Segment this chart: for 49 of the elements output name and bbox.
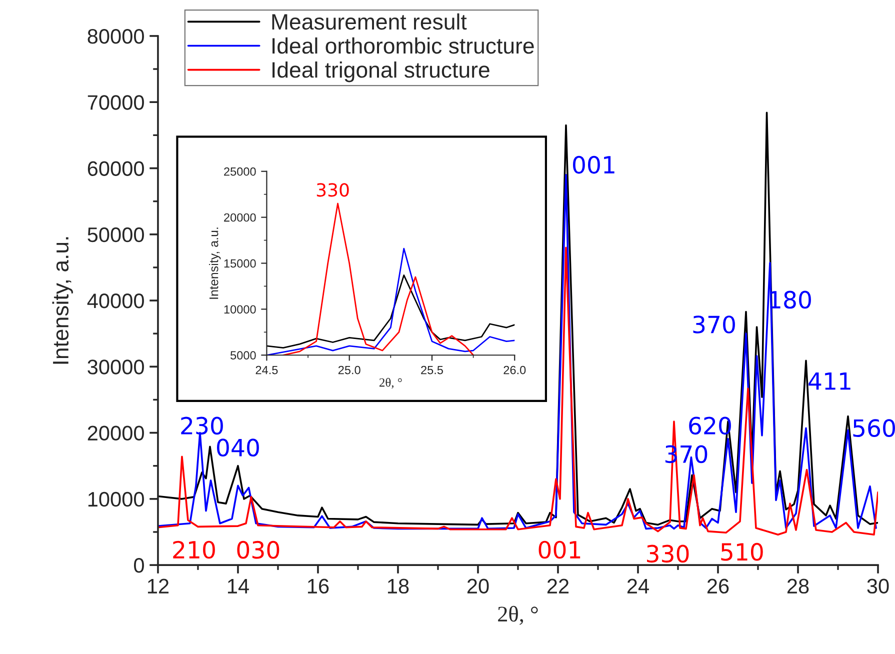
y-tick-label: 0: [134, 558, 144, 573]
annotation: 370: [693, 316, 735, 334]
x-tick-label: 18: [388, 578, 409, 594]
annotation: 001: [538, 540, 580, 559]
y-tick-label: 25000: [224, 167, 256, 176]
y-tick-label: 20000: [224, 213, 256, 222]
y-tick-label: 80000: [88, 28, 144, 44]
x-tick-label: 25.0: [338, 366, 360, 374]
annotation: 330: [316, 183, 349, 197]
x-tick-label: 26.0: [504, 366, 526, 374]
y-axis-title: Intensity, a.u.: [52, 237, 73, 364]
y-tick-label: 15000: [224, 259, 256, 268]
x-tick-label: 12: [148, 578, 169, 594]
line-series: [266, 274, 515, 348]
y-tick-label: 50000: [88, 227, 144, 242]
line-series: [282, 202, 474, 356]
annotation: 560: [853, 419, 895, 437]
annotation: 330: [647, 544, 689, 563]
x-tick-label: 24: [627, 578, 649, 594]
annotation: 040: [216, 438, 259, 457]
legend-label: Ideal orthorombic structure: [272, 37, 534, 54]
legend-label: Measurement result: [272, 13, 467, 30]
x-axis-title: 2θ, °: [379, 378, 402, 389]
y-tick-label: 70000: [88, 95, 144, 110]
y-tick-label: 10000: [88, 492, 144, 507]
y-tick-label: 5000: [230, 351, 256, 360]
x-tick-label: 24.5: [256, 366, 278, 374]
y-tick-label: 20000: [88, 426, 144, 441]
x-tick-label: 14: [228, 579, 249, 594]
annotation: 030: [237, 540, 280, 559]
annotation: 001: [573, 156, 614, 174]
y-tick-label: 30000: [88, 360, 144, 374]
x-tick-label: 28: [787, 578, 809, 594]
x-tick-label: 22: [547, 578, 569, 594]
x-tick-label: 25.5: [421, 366, 443, 374]
x-tick-label: 26: [707, 578, 729, 594]
annotation: 411: [808, 372, 850, 390]
y-tick-label: 10000: [224, 305, 256, 314]
x-tick-label: 20: [467, 578, 489, 594]
y-tick-label: 40000: [87, 294, 144, 308]
annotation: 230: [181, 416, 223, 435]
x-tick-label: 16: [308, 578, 329, 594]
x-tick-label: 30: [867, 578, 889, 594]
x-axis-title: 2θ, °: [498, 606, 538, 625]
annotation: 510: [721, 542, 763, 561]
y-axis-title: Intensity, a.u.: [209, 228, 221, 299]
y-tick-label: 60000: [88, 161, 144, 176]
legend-label: Ideal trigonal structure: [272, 61, 490, 82]
annotation: 210: [173, 540, 215, 559]
